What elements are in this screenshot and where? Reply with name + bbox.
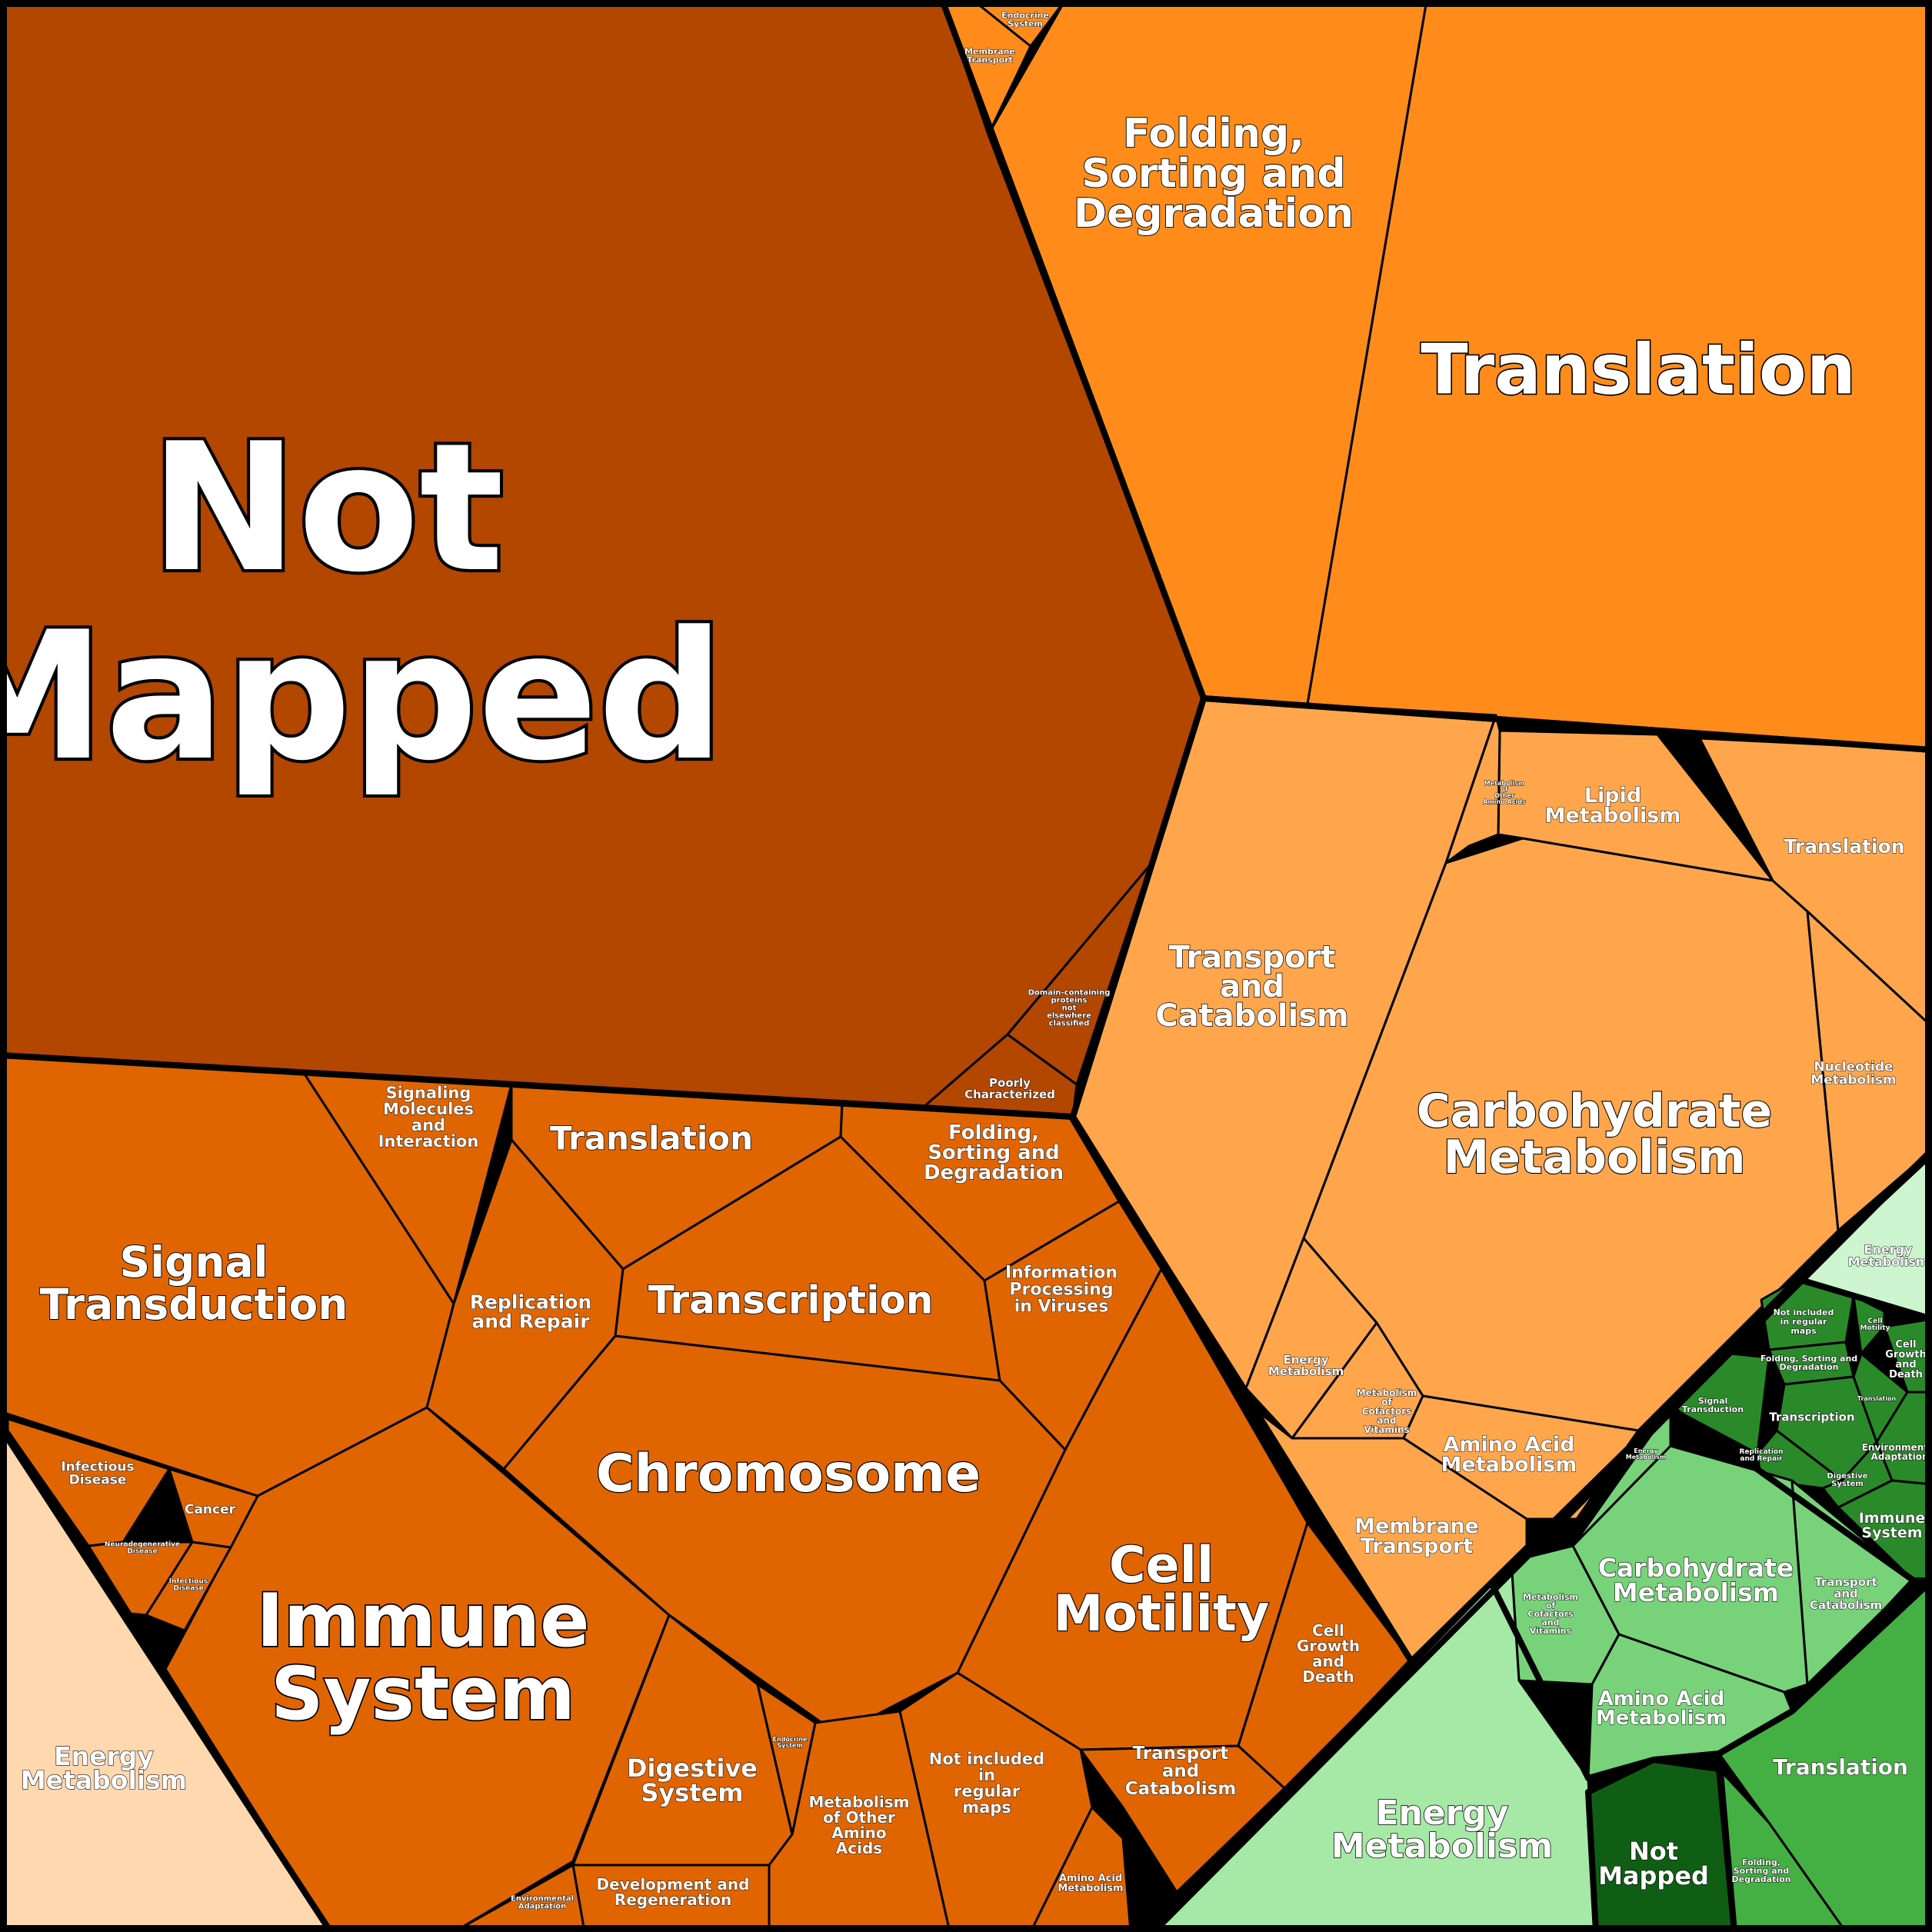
cell-cell-growth-and-death [1883,1317,1932,1394]
cell-label-neurodegenerative-disease: Neurodegenerative Disease [105,1541,180,1556]
cell-label-metabolism-of-cofactors-and-vitamins: Metabolism of Cofactors and Vitamins [1357,1387,1417,1435]
cell-label-energy-metabolism: Energy Metabolism [1848,1242,1929,1269]
cell-label-infectious-disease: Infectious Disease [169,1578,208,1593]
cell-label-transport-and-catabolism: Transport and Catabolism [1155,940,1348,1034]
cell-label-translation: Translation [1784,835,1904,858]
cell-amino-acid-metabolism [1402,1394,1640,1521]
cell-label-cell-motility: Cell Motility [1860,1317,1890,1332]
cell-label-replication-and-repair: Replication and Repair [470,1291,591,1332]
cell-label-folding-sorting-and-degradation: Folding, Sorting and Degradation [1731,1857,1790,1884]
cell-label-not-mapped: Not Mapped [1598,1837,1709,1890]
cell-label-cell-growth-and-death: Cell Growth and Death [1885,1339,1927,1381]
cell-label-metabolism-of-cofactors-and-vitamins: Metabolism of Cofactors and Vitamins [1523,1592,1578,1636]
cell-label-not-included-in-regular-maps: Not included in regular maps [1774,1307,1834,1336]
cell-label-metabolism-of-other-amino-acids: Metabolism of Other Amino Acids [808,1793,909,1857]
cell-infectious-disease [145,1541,232,1632]
cell-label-environmental-adaptation: Environmental Adaptation [1862,1442,1932,1462]
cell-label-signaling-molecules-and-interaction: Signaling Molecules and Interaction [378,1084,479,1151]
cell-domain-containing-proteins-not-elsewhere-classified [1006,864,1151,1086]
cell-cell-motility [1852,1294,1886,1355]
cell-label-signal-transduction: Signal Transduction [40,1237,348,1329]
cell-label-digestive-system: Digestive System [1827,1472,1867,1488]
cell-label-energy-metabolism: Energy Metabolism [1268,1353,1344,1378]
cell-label-cancer: Cancer [185,1502,236,1517]
cell-label-development-and-regeneration: Development and Regeneration [597,1875,750,1909]
cell-label-energy-metabolism: Energy Metabolism [21,1741,187,1795]
group-border-1 [939,0,1932,753]
cell-label-energy-metabolism: Energy Metabolism [1626,1447,1666,1461]
cell-label-chromosome: Chromosome [596,1444,981,1504]
cell-label-not-mapped: Not Mapped [0,406,724,800]
cell-label-metabolism-of-other-amino-acids: Metabolism of Other Amino Acids [1483,780,1526,805]
cell-label-folding-sorting-and-degradation: Folding, Sorting and Degradation [1074,111,1354,237]
cell-label-immune-system: Immune System [256,1579,589,1737]
cell-label-cell-motility: Cell Motility [1054,1537,1270,1643]
cell-label-transport-and-catabolism: Transport and Catabolism [1125,1744,1237,1799]
cell-label-environmental-adaptation: Environmental Adaptation [511,1895,574,1911]
cell-label-domain-containing-proteins-not-elsewhere-classified: Domain-containing proteins not elsewhere cla… [1028,989,1111,1028]
cell-label-cell-growth-and-death: Cell Growth and Death [1297,1621,1360,1686]
cell-label-energy-metabolism: Energy Metabolism [1331,1794,1553,1866]
cell-label-endocrine-system: Endocrine System [1001,10,1049,28]
cell-label-amino-acid-metabolism: Amino Acid Metabolism [1596,1687,1727,1730]
cell-endocrine-system [971,0,1067,48]
cell-label-transcription: Transcription [1769,1410,1854,1424]
cell-amino-acid-metabolism [1029,1806,1132,1932]
cell-label-digestive-system: Digestive System [627,1754,758,1807]
cell-label-transcription: Transcription [648,1278,934,1323]
group-border-5 [1151,1147,1932,1932]
cell-label-amino-acid-metabolism: Amino Acid Metabolism [1058,1873,1123,1894]
cell-immune-system [164,1406,671,1932]
cell-label-folding-sorting-and-degradation: Folding, Sorting and Degradation [1760,1354,1857,1372]
cell-endocrine-system [756,1683,817,1836]
cell-label-nucleotide-metabolism: Nucleotide Metabolism [1810,1059,1896,1088]
group-border-10 [1716,1577,1932,1932]
cell-metabolism-of-other-amino-acids [1444,714,1501,864]
cell-label-translation: Translation [1857,1395,1897,1402]
cell-label-not-included-in-regular-maps: Not included in regular maps [929,1750,1044,1817]
cell-label-translation: Translation [1773,1754,1908,1780]
cell-nucleotide-metabolism [1806,910,1932,1232]
group-border-3 [0,1424,334,1932]
cell-transport-and-catabolism [1079,1744,1286,1894]
cell-label-membrane-transport: Membrane Transport [964,46,1015,65]
cell-label-endocrine-system: Endocrine System [773,1736,808,1749]
cell-label-information-processing-in-viruses: Information Processing in Viruses [1005,1264,1118,1317]
cell-label-folding-sorting-and-degradation: Folding, Sorting and Degradation [924,1121,1064,1184]
cell-chromosome [502,1334,1067,1736]
cell-label-lipid-metabolism: Lipid Metabolism [1545,784,1681,828]
cell-label-amino-acid-metabolism: Amino Acid Metabolism [1441,1433,1577,1477]
cell-transport-and-catabolism [1790,1479,1915,1686]
cell-label-translation: Translation [1421,330,1856,411]
cell-label-signal-transduction: Signal Transduction [1682,1396,1744,1414]
cell-label-replication-and-repair: Replication and Repair [1739,1448,1783,1463]
cell-digestive-system [1821,1441,1894,1509]
cell-energy-metabolism [1571,1406,1672,1547]
cell-label-carbohydrate-metabolism: Carbohydrate Metabolism [1417,1084,1773,1184]
cell-label-transport-and-catabolism: Transport and Catabolism [1810,1575,1882,1612]
cell-label-carbohydrate-metabolism: Carbohydrate Metabolism [1598,1553,1794,1607]
cell-label-infectious-disease: Infectious Disease [61,1459,134,1487]
cell-label-translation: Translation [550,1120,753,1158]
cell-label-immune-system: Immune System [1859,1510,1926,1541]
cell-label-poorly-characterized: Poorly Characterized [964,1076,1055,1101]
labels-layer: Not Mapped Poorly Characterized Domain-conta… [0,10,1932,1911]
cell-label-membrane-transport: Membrane Transport [1354,1514,1479,1558]
cell-environmental-adaptation [452,1864,586,1932]
